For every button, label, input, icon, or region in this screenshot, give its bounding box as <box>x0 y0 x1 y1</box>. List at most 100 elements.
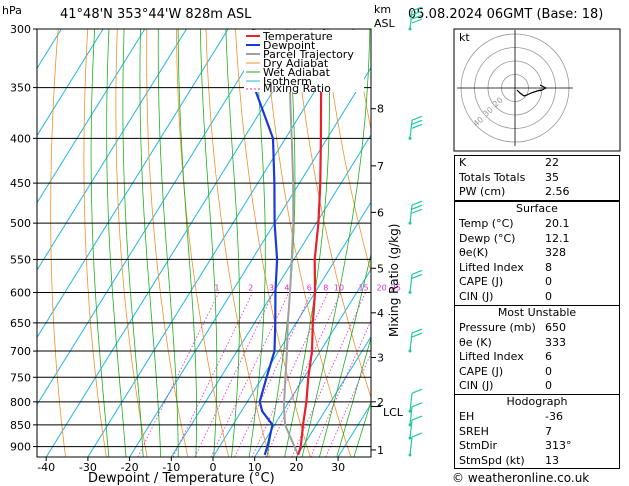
pressure-tick-label: 600 <box>10 286 31 299</box>
height-unit-label: km <box>374 3 391 16</box>
surface-value: 12.1 <box>545 231 570 245</box>
wind-barb-base <box>408 453 412 457</box>
wind-barb-feather <box>411 388 423 394</box>
dry-adiabat-line <box>620 29 629 457</box>
wind-barb-staff <box>409 406 413 425</box>
hodograph-stats-label: StmSpd (kt) <box>459 453 525 467</box>
dry-adiabat-line <box>115 29 148 457</box>
mixing-ratio-label: 1 <box>214 283 219 292</box>
wind-barb-feather <box>411 402 423 408</box>
legend-temperature: Temperature <box>262 30 333 43</box>
mixing-ratio-line <box>194 292 274 457</box>
indices-table: K 22 Totals Totals 35 PW (cm) 2.56 <box>454 155 620 201</box>
hodograph-trace <box>516 89 542 97</box>
surface-row: Temp (°C) 20.1 <box>455 217 619 232</box>
hodograph-stats-row: StmSpd (kt) 13 <box>455 454 619 469</box>
surface-label: Lifted Index <box>459 260 524 274</box>
temperature-tick-label: 10 <box>248 461 262 474</box>
most-unstable-row: Lifted Index 6 <box>455 350 619 365</box>
mixing-ratio-line <box>310 319 371 457</box>
temperature-profile-line <box>297 29 326 456</box>
wet-adiabat-line <box>139 29 161 457</box>
wind-barb-feather <box>411 200 423 206</box>
hodograph-unit-label: kt <box>459 31 470 44</box>
hodograph-stats-label: EH <box>459 410 475 423</box>
pressure-tick-label: 700 <box>10 345 31 358</box>
isotherm-line <box>37 29 146 204</box>
wind-barb-staff <box>409 436 413 456</box>
dry-adiabat-line <box>294 29 371 399</box>
most-unstable-label: CAPE (J) <box>459 364 504 378</box>
surface-value: 328 <box>545 246 566 260</box>
wind-barb-feather <box>411 18 423 24</box>
dry-adiabat-line <box>205 29 270 457</box>
mixing-ratio-label: 25 <box>391 283 401 292</box>
most-unstable-row: Pressure (mb) 650 <box>455 321 619 336</box>
pressure-unit-label: hPa <box>2 4 22 17</box>
wind-barb-staff <box>409 274 413 293</box>
surface-table: Surface Temp (°C) 20.1 Dewp (°C) 12.1 θe(K… <box>454 201 620 306</box>
surface-title: Surface <box>455 202 619 217</box>
wind-barb-base <box>408 27 412 31</box>
wind-barb-feather <box>411 123 423 129</box>
most-unstable-row: θe (K) 333 <box>455 336 619 351</box>
hodograph-stats-row: SREH 7 <box>455 425 619 440</box>
most-unstable-row: CIN (J) 0 <box>455 379 619 394</box>
x-axis-title: Dewpoint / Temperature (°C) <box>88 471 275 486</box>
legend-background <box>244 30 364 92</box>
most-unstable-title: Most Unstable <box>455 306 619 321</box>
index-row-k: K 22 <box>455 156 619 171</box>
most-unstable-label: Lifted Index <box>459 350 524 364</box>
surface-label: CIN (J) <box>459 289 494 303</box>
temperature-tick-label: -20 <box>121 461 139 474</box>
isotherm-line <box>37 29 104 137</box>
isotherm-line <box>37 29 229 339</box>
wet-adiabat-line <box>319 252 371 457</box>
index-value: 35 <box>545 170 559 184</box>
wind-barb-feather <box>411 415 423 421</box>
wind-barb-staff <box>409 120 413 139</box>
mixing-ratio-label: 10 <box>334 283 344 292</box>
wind-barb-base <box>408 436 412 440</box>
surface-label: CAPE (J) <box>459 275 504 289</box>
hodograph-stats-row: StmDir 313° <box>455 439 619 454</box>
temperature-axis: -40 -30 -20 -10 0 10 20 30 <box>37 457 345 474</box>
mixing-ratio-label: 4 <box>284 283 289 292</box>
hodograph-stats-value: 13 <box>545 453 559 467</box>
pressure-tick-label: 550 <box>10 253 31 266</box>
wet-adiabat-line <box>90 29 110 457</box>
mixing-ratio-labels: 1 2 3 4 6 8 10 15 20 25 <box>214 283 401 292</box>
wind-barb-feather <box>411 115 423 121</box>
pressure-tick-label: 400 <box>10 132 31 145</box>
dry-adiabat-line <box>235 29 311 457</box>
wet-adiabat-line <box>122 29 144 457</box>
surface-value: 0 <box>545 275 552 289</box>
most-unstable-label: CIN (J) <box>459 379 494 393</box>
height-tick-label: 5 <box>377 262 384 275</box>
pressure-tick-label: 350 <box>10 82 31 95</box>
wind-barb-feather <box>411 273 423 280</box>
isotherm-line <box>45 29 313 457</box>
legend-dewpoint: Dewpoint <box>263 39 316 52</box>
temperature-tick-label: -40 <box>37 461 55 474</box>
surface-value: 0 <box>545 289 552 303</box>
dry-adiabat-lines <box>50 29 629 457</box>
height-tick-label: 7 <box>377 160 384 173</box>
most-unstable-value: 333 <box>545 335 566 349</box>
isotherm-line <box>87 29 354 457</box>
hodograph-stats-title: Hodograph <box>455 395 619 410</box>
height-axis: 1 2 3 4 5 6 7 8 <box>371 103 384 457</box>
wind-barb-feather <box>411 14 423 20</box>
dry-adiabat-line <box>50 29 66 457</box>
wind-barb-feather <box>411 208 423 214</box>
wind-barb-base <box>408 221 412 225</box>
wet-adiabat-line <box>336 336 371 457</box>
mixing-ratio-line <box>137 292 220 457</box>
wet-adiabat-line <box>177 29 197 457</box>
height-unit-label-asl: ASL <box>374 17 396 30</box>
mixing-ratio-line <box>210 292 290 457</box>
copyright-label: © weatheronline.co.uk <box>452 471 589 485</box>
most-unstable-table: Most Unstable Pressure (mb) 650 θe (K) 333… <box>454 305 620 395</box>
height-tick-label: 4 <box>377 307 384 320</box>
most-unstable-value: 650 <box>545 321 566 334</box>
